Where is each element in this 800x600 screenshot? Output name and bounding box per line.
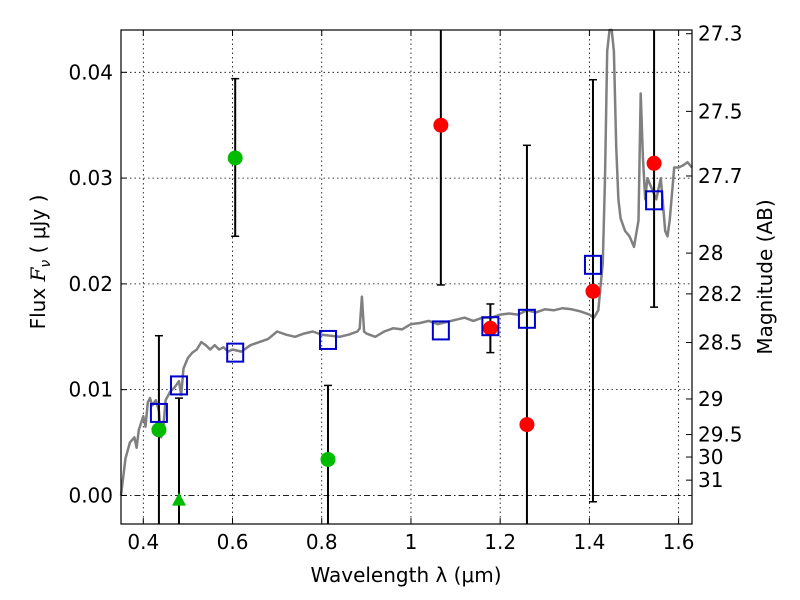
magnitude-tick-label: 30 xyxy=(698,445,723,469)
model-flux-box xyxy=(169,375,188,396)
flux-point xyxy=(227,150,243,166)
grid-lines xyxy=(121,30,692,524)
model-flux-box xyxy=(517,308,536,329)
magnitude-tick-label: 29 xyxy=(698,387,723,411)
model-flux-box xyxy=(481,316,500,337)
axes: 0.4 0.6 0.8 1 1.2 1.4 1.6 0.00 0.01 0.02 0.03 0.04 2… xyxy=(68,22,742,554)
flux-point xyxy=(482,320,498,336)
y-axis-title: Flux Fν ( μJy ) xyxy=(26,195,54,330)
magnitude-tick-label: 28.2 xyxy=(698,282,743,306)
model-flux-box xyxy=(318,329,337,350)
y-axis-title-prefix: Flux xyxy=(26,281,50,329)
x-tick-label: 1.4 xyxy=(573,530,605,554)
flux-upper-limit-point xyxy=(171,492,186,506)
x-tick-label: 0.4 xyxy=(127,530,159,554)
flux-point xyxy=(585,283,601,299)
magnitude-tick-label: 31 xyxy=(698,468,723,492)
x-tick-label: 0.8 xyxy=(306,530,338,554)
model-spectrum-layer xyxy=(119,28,693,496)
y-axis-title-subscript: ν xyxy=(38,260,54,268)
model-flux-box xyxy=(149,402,168,423)
model-spectrum-line xyxy=(119,28,693,496)
y-tick-label: 0.03 xyxy=(68,166,113,190)
model-flux-box xyxy=(226,342,245,363)
flux-point xyxy=(519,417,535,433)
y-axis-title-symbol: F xyxy=(26,266,50,282)
x-tick-label: 1 xyxy=(405,530,418,554)
y-tick-label: 0.02 xyxy=(68,272,113,296)
y-tick-label: 0.04 xyxy=(68,60,113,84)
x-tick-label: 1.2 xyxy=(484,530,516,554)
y-tick-label: 0.01 xyxy=(68,378,113,402)
x-tick-label: 0.6 xyxy=(217,530,249,554)
flux-point xyxy=(151,422,167,438)
x-tick-label: 1.6 xyxy=(663,530,695,554)
model-flux-box xyxy=(645,190,664,211)
x-axis-title: Wavelength λ (μm) xyxy=(310,563,501,587)
model-flux-box xyxy=(431,320,450,341)
plot-frame xyxy=(120,29,693,525)
y-tick-label: 0.00 xyxy=(68,483,113,507)
flux-point xyxy=(320,451,336,467)
magnitude-axis-title: Magnitude (AB) xyxy=(753,199,777,354)
magnitude-tick-label: 28.5 xyxy=(698,331,743,355)
model-flux-box xyxy=(583,254,602,275)
flux-point xyxy=(646,155,662,171)
magnitude-tick-label: 27.5 xyxy=(698,99,743,123)
flux-point xyxy=(433,117,449,133)
error-bars xyxy=(154,30,659,524)
y-axis-title-suffix: ( μJy ) xyxy=(26,195,50,260)
magnitude-tick-label: 28 xyxy=(698,241,723,265)
magnitude-tick-label: 29.5 xyxy=(698,423,743,447)
magnitude-tick-label: 27.7 xyxy=(698,164,743,188)
data-markers xyxy=(149,117,664,506)
magnitude-tick-label: 27.3 xyxy=(698,22,743,46)
